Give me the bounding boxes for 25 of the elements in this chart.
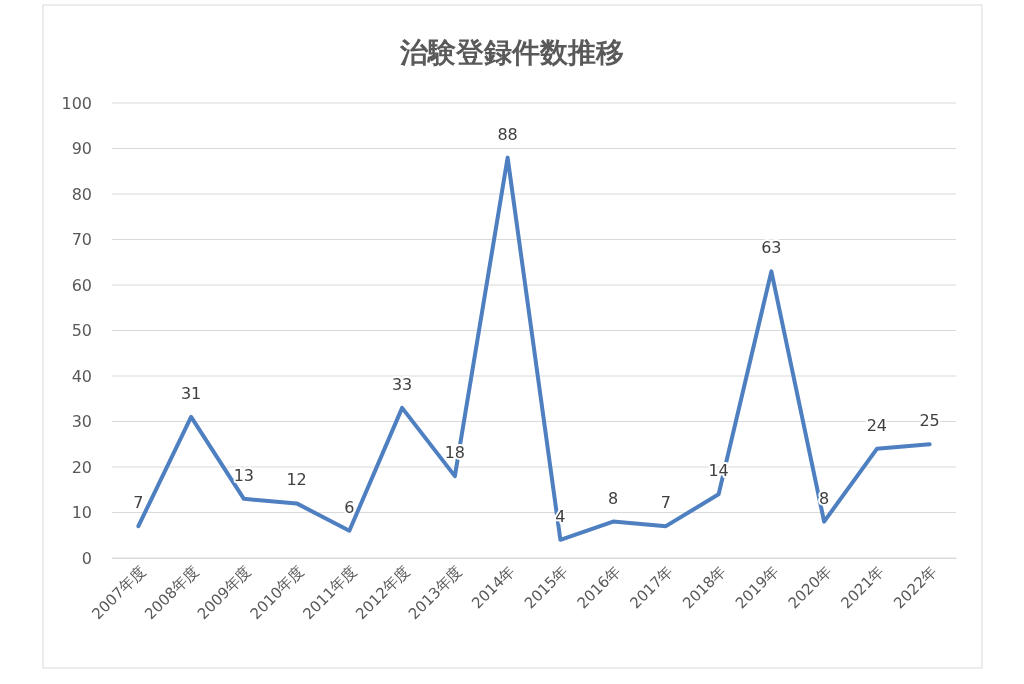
data-label: 12 [286, 470, 307, 490]
y-tick-label: 30 [71, 412, 92, 432]
data-label: 13 [233, 465, 255, 485]
y-tick-label: 100 [61, 93, 92, 113]
y-tick-label: 10 [71, 503, 92, 523]
data-label: 25 [919, 411, 940, 431]
data-label: 33 [391, 374, 413, 394]
data-label: 8 [819, 488, 830, 508]
y-tick-label: 70 [71, 230, 92, 250]
data-label: 24 [866, 415, 888, 435]
chart-title: 治験登録件数推移 [399, 36, 624, 69]
y-tick-label: 20 [71, 457, 92, 477]
data-label: 88 [497, 124, 518, 144]
data-label: 6 [344, 497, 355, 517]
y-tick-label: 50 [71, 321, 92, 341]
data-label: 8 [608, 488, 619, 508]
y-tick-label: 90 [71, 139, 92, 159]
y-tick-label: 40 [71, 366, 92, 386]
data-label: 63 [761, 238, 782, 258]
data-label: 31 [180, 383, 202, 403]
y-tick-label: 80 [71, 184, 92, 204]
y-tick-label: 0 [81, 548, 92, 568]
data-label: 7 [660, 493, 671, 513]
data-label: 7 [133, 493, 144, 513]
y-tick-label: 60 [71, 275, 92, 295]
